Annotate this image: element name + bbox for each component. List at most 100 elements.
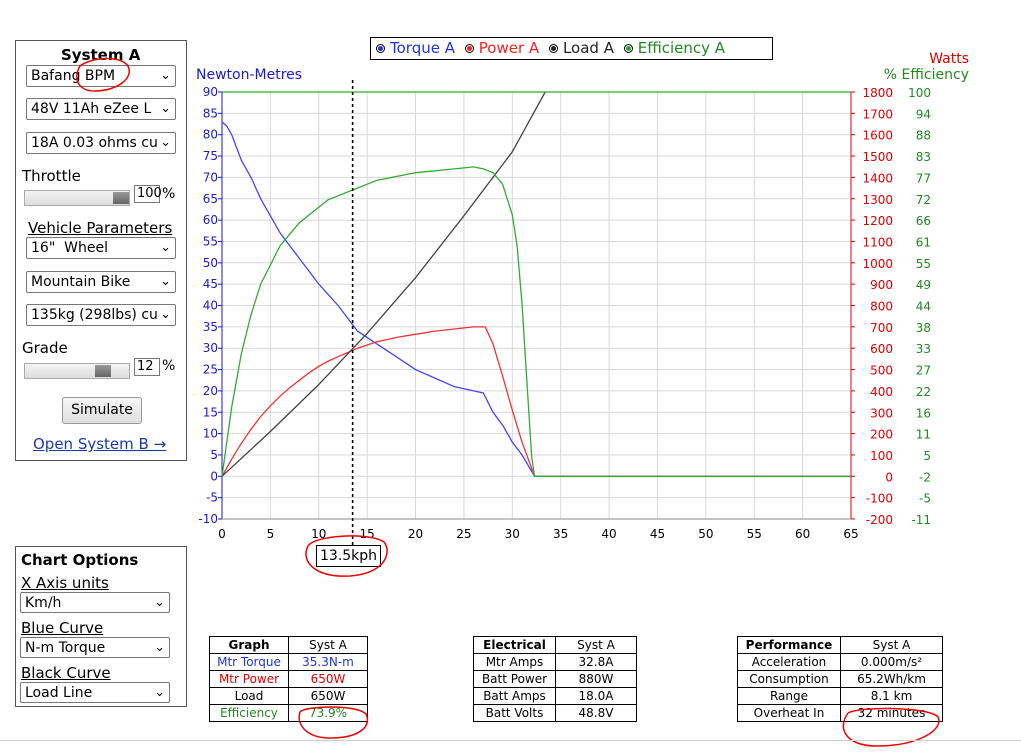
y-tick-label: 85 [203, 106, 218, 120]
throttle-slider[interactable] [24, 190, 130, 206]
table-row: Batt Power 880W [473, 670, 637, 688]
watt-tick-label: 300 [870, 406, 893, 420]
table-cell: Mtr Amps [473, 653, 556, 671]
table-cell: 650W [288, 670, 368, 688]
table-cell: Mtr Power [209, 670, 289, 688]
blue-curve-label: Blue Curve [21, 619, 104, 637]
table-cell: Batt Volts [473, 704, 556, 722]
table-cell: 880W [555, 670, 637, 688]
table-cell: 8.1 km [840, 687, 943, 705]
y-tick-label: 90 [203, 85, 218, 99]
chevron-down-icon: ⌄ [160, 274, 171, 289]
system-a-panel: System A Bafang BPM ⌄ 48V 11Ah eZee L ⌄ 18… [15, 40, 187, 461]
table-row: Consumption 65.2Wh/km [737, 670, 943, 688]
efficiency-tick-label: 5 [923, 449, 931, 463]
x-tick-label: 45 [650, 527, 665, 541]
throttle-input[interactable]: 100 [134, 185, 162, 203]
open-system-b-link[interactable]: Open System B → [33, 435, 167, 453]
table-cell: 650W [288, 687, 368, 705]
efficiency-tick-label: 100 [908, 86, 931, 100]
table-cell: 0.000m/s² [840, 653, 943, 671]
table-row: Load 650W [209, 687, 368, 705]
chart-options-title: Chart Options [21, 551, 139, 569]
grade-input[interactable]: 12 [134, 358, 160, 376]
black-curve-value: Load Line [25, 685, 93, 701]
x-axis-units-value: Km/h [25, 595, 62, 611]
watt-tick-label: 100 [870, 449, 893, 463]
legend-torque-label: Torque A [390, 39, 455, 57]
y-tick-label: 10 [203, 427, 218, 441]
x-tick-label: 55 [747, 527, 762, 541]
table-cell: Batt Amps [473, 687, 556, 705]
battery-select-value: 48V 11Ah eZee L [31, 101, 152, 117]
legend-power-label: Power A [478, 39, 540, 57]
legend-load[interactable]: Load A [548, 38, 614, 59]
table-row: Range 8.1 km [737, 687, 943, 705]
table-header-cell: Performance [737, 636, 841, 654]
table-cell: Consumption [737, 670, 841, 688]
x-tick-label: 10 [311, 527, 326, 541]
blue-curve-select[interactable]: N-m Torque ⌄ [20, 637, 170, 658]
simulate-button[interactable]: Simulate [62, 397, 142, 424]
watt-tick-label: 1600 [862, 129, 893, 143]
y-tick-label: 40 [203, 299, 218, 313]
watt-tick-label: 1000 [862, 257, 893, 271]
y-tick-label: 45 [203, 277, 218, 291]
legend-power[interactable]: Power A [464, 38, 540, 59]
x-tick-label: 40 [601, 527, 616, 541]
electrical-table: Electrical Syst A Mtr Amps 32.8A Batt Po… [473, 636, 637, 722]
x-tick-label: 0 [218, 527, 226, 541]
efficiency-tick-label: 88 [916, 129, 931, 143]
efficiency-tick-label: 16 [916, 406, 931, 420]
efficiency-tick-label: 44 [916, 300, 931, 314]
efficiency-tick-label: 72 [916, 193, 931, 207]
bike-type-select[interactable]: Mountain Bike ⌄ [26, 271, 176, 293]
grade-slider-thumb[interactable] [95, 365, 112, 377]
x-tick-label: 15 [360, 527, 375, 541]
black-curve-label: Black Curve [21, 664, 111, 682]
grade-unit: % [162, 358, 176, 374]
y-tick-label: 5 [210, 448, 218, 462]
legend-torque[interactable]: Torque A [376, 38, 455, 59]
table-header-cell: Syst A [288, 636, 368, 654]
table-header-cell: Syst A [840, 636, 943, 654]
watt-tick-label: 1800 [862, 86, 893, 100]
y-axis-right-eff-label: % Efficiency [884, 67, 969, 83]
radio-selected-icon [376, 44, 385, 53]
y-tick-label: -10 [198, 512, 218, 526]
chevron-down-icon: ⌄ [160, 135, 171, 150]
x-axis-units-select[interactable]: Km/h ⌄ [20, 592, 170, 613]
x-tick-label: 50 [698, 527, 713, 541]
throttle-slider-thumb[interactable] [113, 192, 129, 204]
table-header-row: Performance Syst A [737, 636, 943, 654]
table-cell: 32.8A [555, 653, 637, 671]
legend-efficiency[interactable]: Efficiency A [623, 38, 725, 59]
watt-tick-label: 0 [885, 470, 893, 484]
efficiency-tick-label: 33 [916, 342, 931, 356]
table-row: Efficiency 73.9% [209, 704, 368, 722]
simulation-chart[interactable]: Newton-Metres Watts % Efficiency 0 5 10 15 2… [0, 0, 1021, 560]
table-row: Overheat In 32 minutes [737, 704, 943, 722]
efficiency-tick-label: 49 [916, 278, 931, 292]
battery-select[interactable]: 48V 11Ah eZee L ⌄ [26, 98, 176, 120]
table-cell: 35.3N-m [288, 653, 368, 671]
controller-select[interactable]: 18A 0.03 ohms cu ⌄ [26, 132, 176, 154]
y-tick-label: 80 [203, 128, 218, 142]
weight-select[interactable]: 135kg (298lbs) cu ⌄ [26, 304, 176, 326]
efficiency-tick-label: -5 [919, 492, 931, 506]
watt-tick-label: 1500 [862, 150, 893, 164]
performance-table: Performance Syst A Acceleration 0.000m/s… [737, 636, 943, 722]
y-tick-label: 15 [203, 405, 218, 419]
wheel-select[interactable]: 16" Wheel ⌄ [26, 237, 176, 259]
radio-selected-icon [464, 44, 474, 53]
efficiency-tick-label: 27 [916, 364, 931, 378]
y-tick-label: 35 [203, 320, 218, 334]
chevron-down-icon: ⌄ [154, 685, 165, 700]
chevron-down-icon: ⌄ [160, 101, 171, 116]
chevron-down-icon: ⌄ [160, 240, 171, 255]
table-row: Mtr Amps 32.8A [473, 653, 637, 671]
black-curve-select[interactable]: Load Line ⌄ [20, 682, 170, 703]
watt-tick-label: 200 [870, 428, 893, 442]
grade-slider[interactable] [24, 363, 130, 379]
watt-tick-label: 700 [870, 321, 893, 335]
